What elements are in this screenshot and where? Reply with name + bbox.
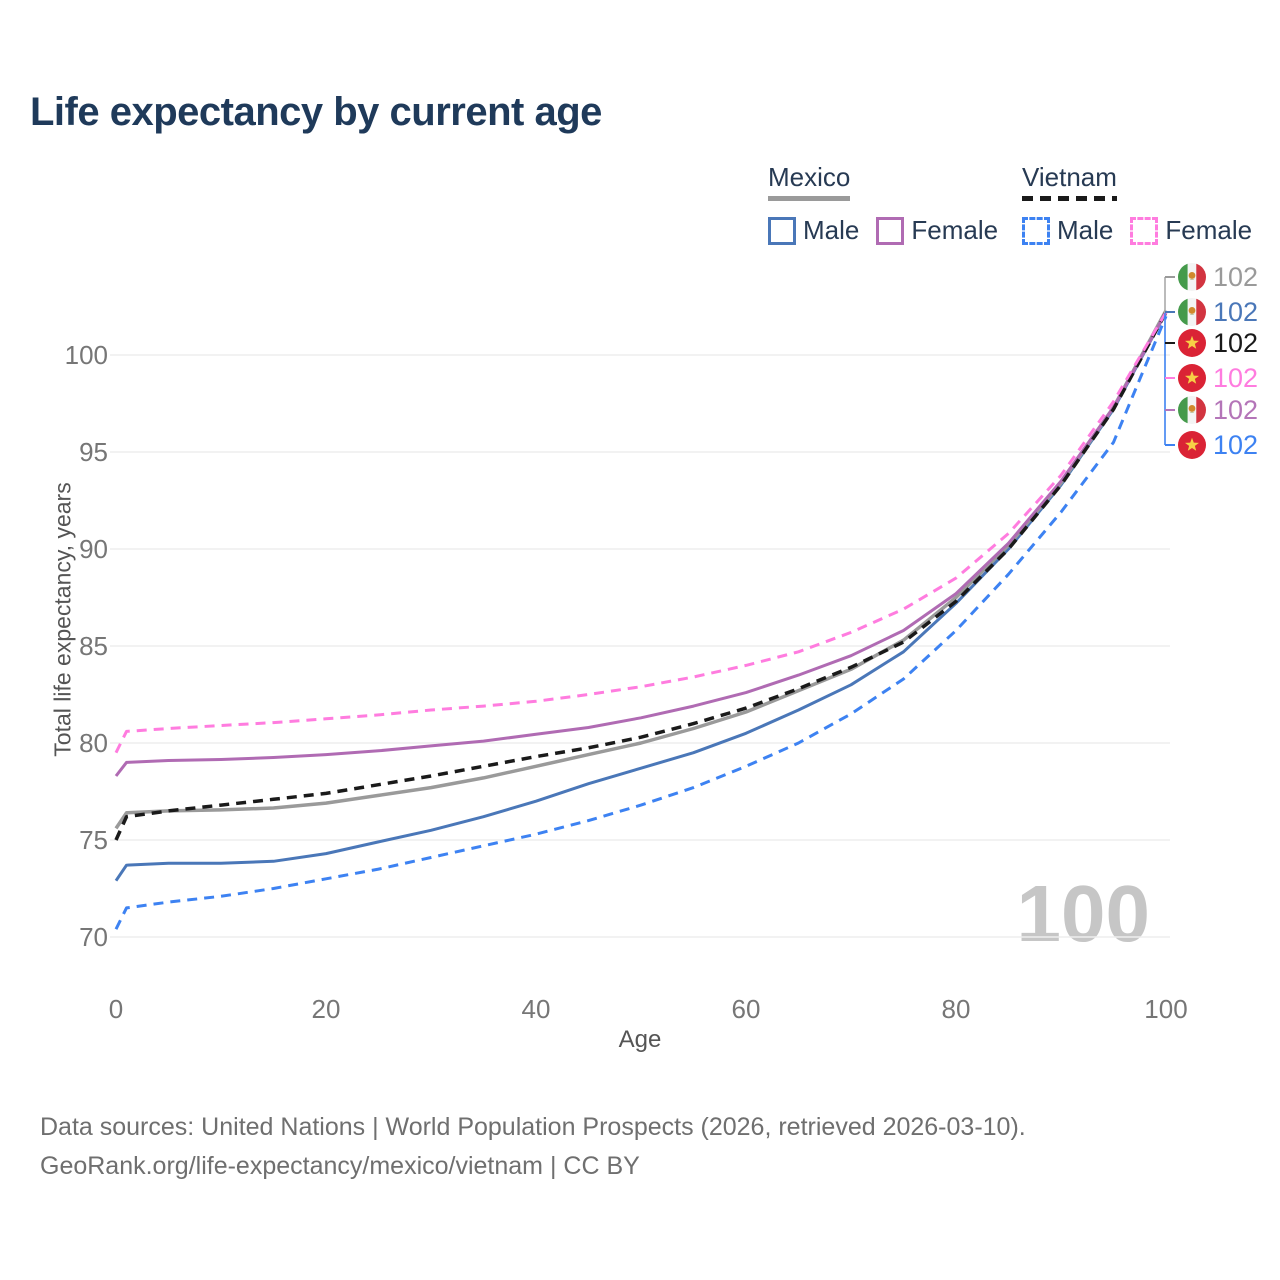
mexico-flag-icon [1178,263,1206,291]
legend-country-mexico-label: Mexico [768,162,851,192]
y-tick-label-70: 70 [79,922,108,952]
vietnam-female-swatch [1130,216,1159,245]
vietnam-flag-icon [1178,431,1206,459]
end-label-value: 102 [1213,395,1259,425]
mexico-flag-icon [1178,298,1206,326]
legend-vietnam-male-label: Male [1057,215,1114,245]
legend-mexico-male-label: Male [803,215,860,245]
end-label-mexico: 102 [1178,263,1258,291]
y-tick-label-95: 95 [79,437,108,467]
vietnam-flag-icon [1178,329,1206,357]
y-axis-title: Total life expectancy, years [49,482,76,757]
series-line-vietnam-male[interactable] [114,315,1168,930]
vietnam-male-swatch [1022,216,1050,245]
legend-item-mexico-female[interactable]: Female [876,215,998,246]
legend-item-vietnam-female[interactable]: Female [1130,215,1252,246]
x-tick-label-60: 60 [731,994,761,1024]
end-label-mexico-female: 102 [1178,396,1258,424]
end-label-mexico-male: 102 [1178,298,1258,326]
end-label-value: 102 [1213,430,1259,460]
end-label-value: 102 [1213,328,1259,358]
hover-age-watermark: 100 [1016,869,1150,958]
series-line-vietnam-female[interactable] [114,311,1168,754]
end-label-value: 102 [1213,262,1259,292]
end-label-vietnam-male: 102 [1178,431,1258,459]
mexico-line-style-sample [768,196,851,201]
end-label-value: 102 [1213,297,1259,327]
x-tick-label-20: 20 [311,994,341,1024]
footer-attribution: GeoRank.org/life-expectancy/mexico/vietn… [40,1152,640,1180]
y-tick-label-85: 85 [79,631,108,661]
y-tick-label-75: 75 [79,825,108,855]
y-tick-label-100: 100 [64,340,108,370]
legend-vietnam-female-label: Female [1165,215,1253,245]
x-tick-label-40: 40 [521,994,551,1024]
legend-group-mexico: Mexico Male Female [768,162,998,246]
x-tick-label-80: 80 [941,994,971,1024]
mexico-female-swatch [876,216,905,245]
x-tick-label-100: 100 [1144,994,1188,1024]
end-label-vietnam-female: 102 [1178,364,1258,392]
legend-item-vietnam-male[interactable]: Male [1022,215,1113,246]
footer: Data sources: United Nations | World Pop… [40,1108,1026,1186]
legend-group-vietnam: Vietnam Male Female [1022,162,1252,246]
legend-country-vietnam[interactable]: Vietnam [1022,162,1117,206]
series-line-vietnam[interactable] [114,311,1168,841]
legend-item-mexico-male[interactable]: Male [768,215,859,246]
series-line-mexico[interactable] [114,309,1168,830]
series-line-mexico-female[interactable] [114,311,1168,777]
footer-data-sources: Data sources: United Nations | World Pop… [40,1113,1026,1141]
end-label-vietnam: 102 [1178,329,1258,357]
end-label-value: 102 [1213,363,1259,393]
mexico-flag-icon [1178,396,1206,424]
mexico-male-swatch [768,216,796,245]
y-tick-label-80: 80 [79,728,108,758]
y-tick-label-90: 90 [79,534,108,564]
legend-mexico-female-label: Female [911,215,999,245]
vietnam-flag-icon [1178,364,1206,392]
legend-country-vietnam-label: Vietnam [1022,162,1117,192]
legend-country-mexico[interactable]: Mexico [768,162,851,206]
x-tick-label-0: 0 [108,994,124,1024]
series-line-mexico-male[interactable] [114,311,1168,882]
page-title: Life expectancy by current age [30,90,602,134]
x-axis-title: Age [618,1026,662,1053]
vietnam-line-style-sample [1022,196,1117,201]
